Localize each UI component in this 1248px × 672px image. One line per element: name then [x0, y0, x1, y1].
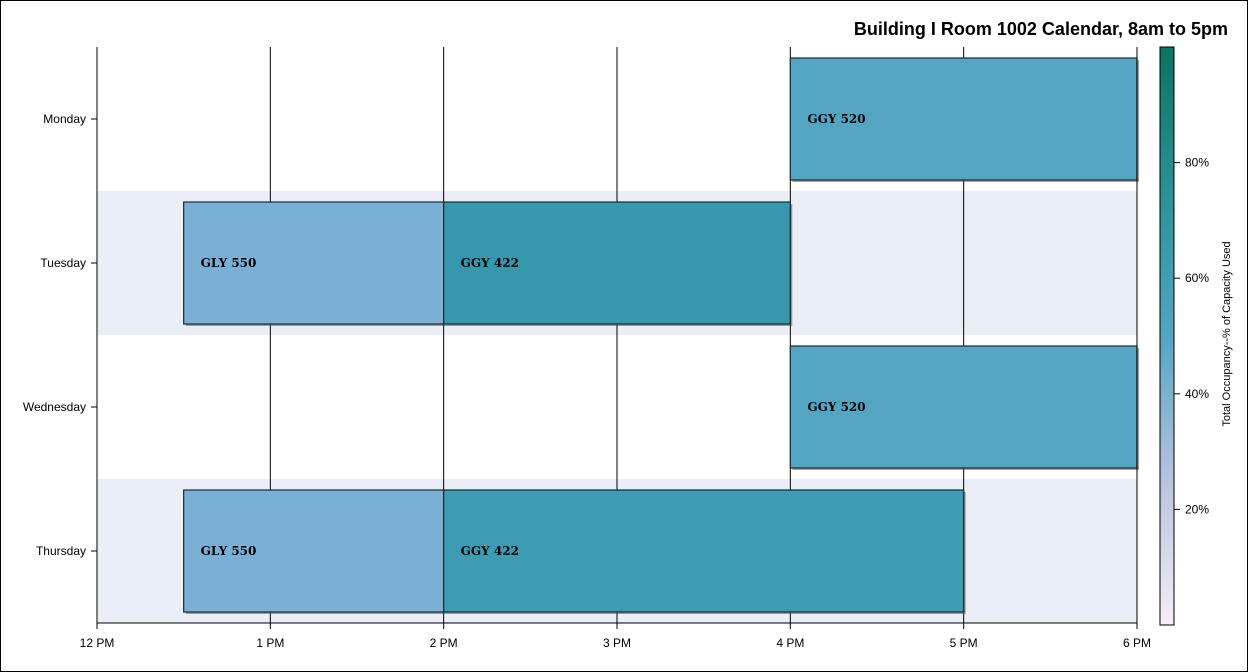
colorbar-tick-label: 60% [1185, 271, 1209, 285]
bar-rect [183, 201, 445, 325]
bar-monday-ggy-520: GGY 520 [789, 57, 1139, 182]
x-tick-label: 1 PM [256, 636, 284, 650]
colorbar-tick-label: 20% [1185, 502, 1209, 516]
bar-label: GGY 520 [807, 400, 865, 414]
bar-label: GGY 422 [461, 544, 519, 558]
bar-wednesday-ggy-520: GGY 520 [789, 345, 1139, 470]
bar-rect [789, 57, 1138, 181]
bar-rect [443, 489, 965, 613]
bar-tuesday-ggy-422: GGY 422 [443, 201, 793, 326]
bar-label: GLY 550 [201, 256, 257, 270]
x-tick-label: 6 PM [1123, 636, 1151, 650]
y-tick-label-thursday: Thursday [36, 544, 86, 558]
chart-title: Building I Room 1002 Calendar, 8am to 5p… [854, 19, 1228, 39]
colorbar-label: Total Occupancy--% of Capacity Used [1221, 241, 1233, 426]
colorbar: 20% 40% 60% 80% Total Occupancy--% of Capaci… [1159, 46, 1233, 626]
colorbar-rect [1159, 46, 1175, 626]
colorbar-tick-label: 40% [1185, 387, 1209, 401]
bar-rect [789, 345, 1138, 469]
bar-rect [443, 201, 791, 325]
y-tick-label-wednesday: Wednesday [23, 400, 86, 414]
bar-label: GGY 520 [807, 112, 865, 126]
y-tick-label-monday: Monday [43, 112, 86, 126]
bar-thursday-gly-550: GLY 550 [183, 489, 446, 614]
colorbar-tick-label: 80% [1185, 156, 1209, 170]
y-tick-label-tuesday: Tuesday [40, 256, 86, 270]
bar-label: GGY 422 [461, 256, 519, 270]
bar-tuesday-gly-550: GLY 550 [183, 201, 446, 326]
bar-thursday-ggy-422: GGY 422 [443, 489, 966, 614]
bar-rect [183, 489, 445, 613]
x-tick-label: 2 PM [430, 636, 458, 650]
axes: Monday Tuesday Wednesday Thursday 12 PM 1 PM 2… [23, 47, 1151, 650]
x-tick-label: 12 PM [80, 636, 115, 650]
x-tick-label: 3 PM [603, 636, 631, 650]
bars: GGY 520 GLY 550 GGY 422 GGY 520 GLY 550 GGY 4… [183, 57, 1139, 614]
bar-label: GLY 550 [201, 544, 257, 558]
x-tick-label: 5 PM [950, 636, 978, 650]
x-tick-label: 4 PM [776, 636, 804, 650]
